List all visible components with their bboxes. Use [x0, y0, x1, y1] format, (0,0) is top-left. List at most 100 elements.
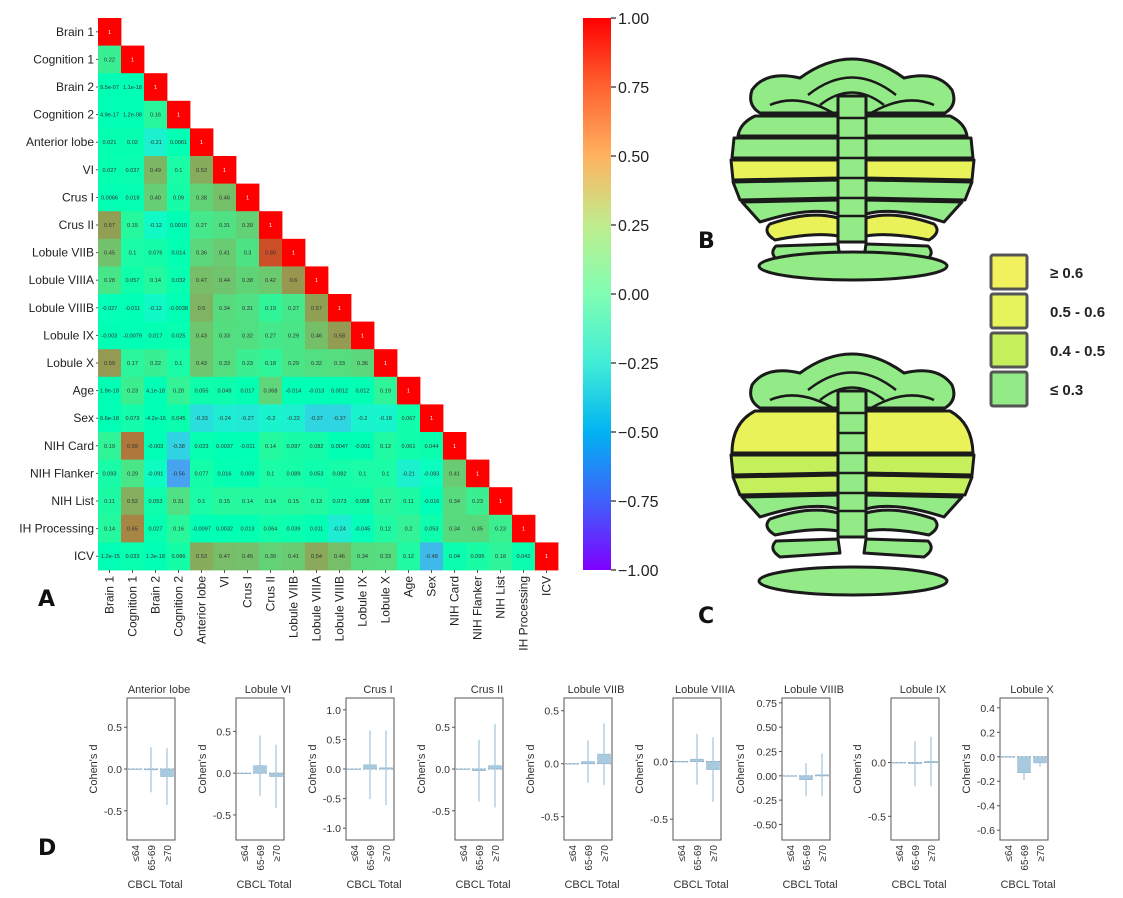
heatmap-cell [259, 321, 283, 350]
x-tick-label: 65-69 [802, 845, 813, 871]
heatmap-cell [351, 459, 375, 488]
heatmap-col-label: Lobule IX [356, 576, 370, 627]
x-tick-label: ≤64 [786, 845, 797, 862]
heatmap-cell-label: 0.54 [311, 554, 322, 560]
y-tick-label: 0.5 [435, 722, 450, 734]
heatmap-cell-label: 0.35 [472, 527, 483, 533]
heatmap-cell-label: 0.45 [242, 554, 253, 560]
heatmap-col-label: NIH List [494, 575, 508, 618]
heatmap-cell-label: 0.061 [402, 444, 416, 450]
heatmap-row-label: Lobule X [47, 356, 94, 370]
heatmap-cell-label: 0.43 [196, 333, 207, 339]
heatmap-cell [98, 266, 122, 295]
y-axis-label: Cohen's d [416, 744, 428, 793]
heatmap-cell [374, 542, 398, 571]
lobule-viiia-right [864, 213, 939, 242]
heatmap-cell-label: 0.33 [219, 361, 230, 367]
heatmap-cell-label: 0.017 [149, 333, 163, 339]
heatmap-cell [167, 404, 191, 433]
heatmap-cell [351, 404, 375, 433]
heatmap-cell-label: 0.15 [288, 499, 299, 505]
heatmap-cell [121, 432, 145, 460]
heatmap-cell-label: 0.27 [265, 333, 276, 339]
heatmap-cell [190, 487, 214, 516]
heatmap-cell-label: 0.15 [127, 223, 138, 229]
heatmap-cell-label: 0.36 [357, 361, 368, 367]
heatmap-cell-label: 0.044 [425, 444, 439, 450]
bar [674, 761, 688, 763]
heatmap-cell [144, 376, 168, 405]
heatmap-cell-label: 0.49 [150, 168, 161, 174]
legend-label: 0.4 - 0.5 [1050, 343, 1105, 360]
heatmap-cell [190, 266, 214, 295]
crus-i-left [731, 178, 840, 202]
heatmap-col-label: IH Processing [517, 576, 531, 651]
heatmap-cell [167, 100, 191, 129]
heatmap-cell [98, 432, 122, 460]
heatmap-cell-label: 1 [154, 85, 157, 91]
heatmap-cell [190, 349, 214, 378]
heatmap-cell [328, 321, 352, 350]
heatmap-cell-label: 0.36 [196, 251, 207, 257]
heatmap-cell-label: 0.29 [127, 471, 138, 477]
heatmap-cell-label: 0.033 [126, 554, 140, 560]
heatmap-cell [351, 487, 375, 516]
heatmap-cell [167, 487, 191, 516]
heatmap-cell-label: 0.41 [449, 471, 460, 477]
vermis [836, 94, 868, 244]
heatmap-cell-label: -0.0079 [123, 333, 142, 339]
heatmap-cell-label: 0.19 [380, 389, 391, 395]
heatmap-row-label: Anterior lobe [26, 135, 94, 149]
heatmap-cell [512, 514, 536, 543]
y-tick-label: 0.00 [757, 771, 778, 783]
heatmap-row-label: IH Processing [19, 522, 94, 536]
heatmap-cell-label: 0.037 [126, 168, 140, 174]
panel-label-b: B [698, 229, 715, 254]
chart-frame [235, 697, 285, 841]
heatmap-cell-label: 1 [361, 333, 364, 339]
heatmap-cell-label: 0.0010 [170, 223, 187, 229]
heatmap-cell-label: -0.12 [149, 223, 162, 229]
heatmap-cell [397, 514, 421, 543]
heatmap-cell-label: 0.16 [150, 113, 161, 119]
heatmap-cell [213, 321, 237, 350]
legend-label: 0.5 - 0.6 [1050, 304, 1105, 321]
cerebellum-map-c [729, 352, 976, 597]
heatmap-cell-label: 0.082 [333, 471, 347, 477]
heatmap-cell-label: 0.016 [218, 471, 232, 477]
heatmap-cell-label: 0.09 [173, 195, 184, 201]
heatmap-col-label: Lobule X [379, 576, 393, 623]
heatmap-cell [121, 266, 145, 295]
heatmap-cell-label: 1 [384, 361, 387, 367]
heatmap-row-label: Lobule VIIIA [29, 273, 94, 287]
anterior-lobe-region [749, 57, 956, 115]
y-tick-label: 0.0 [435, 764, 450, 776]
heatmap-col-label: Crus I [241, 576, 255, 608]
heatmap-cell-label: 1 [200, 140, 203, 146]
heatmap-cell [98, 487, 122, 516]
heatmap-cell [351, 514, 375, 543]
colorbar-tick-label: 0.50 [618, 149, 649, 166]
heatmap-cell-label: -0.091 [148, 471, 164, 477]
heatmap-cell [167, 128, 191, 157]
heatmap-cell [259, 542, 283, 571]
heatmap-cell-label: 0.33 [380, 554, 391, 560]
heatmap-cell [121, 45, 145, 74]
heatmap-cell [121, 514, 145, 543]
heatmap-cell [98, 156, 122, 184]
heatmap-cell-label: 1.1e-18 [123, 85, 142, 91]
heatmap-cell [213, 183, 237, 212]
heatmap-cell [121, 376, 145, 405]
chart-frame [999, 697, 1049, 841]
chart-title: Lobule VIIIB [784, 684, 844, 696]
x-tick-label: ≥70 [600, 845, 611, 862]
heatmap-cell-label: 1.3e-18 [146, 554, 165, 560]
cohens-d-chart: Lobule X 0.4 0.2 0.0 -0.2 -0.4 -0.6 Cohen's d ≤6… [961, 684, 1056, 891]
heatmap-cell [443, 542, 467, 571]
heatmap-cell-label: 0.23 [495, 527, 506, 533]
y-tick-label: -0.2 [977, 776, 995, 788]
heatmap-cell-label: -1.2e-15 [99, 554, 120, 560]
heatmap-cell [144, 542, 168, 571]
heatmap-cell [512, 542, 536, 571]
heatmap-cell-label: 0.47 [196, 278, 207, 284]
